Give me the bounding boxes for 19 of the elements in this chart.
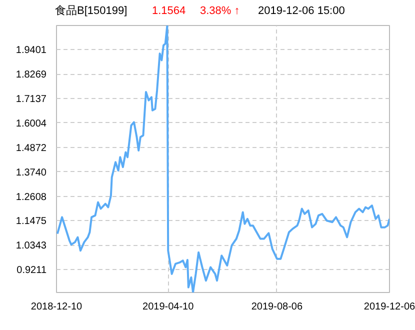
y-tick-label: 1.0343	[16, 240, 47, 252]
y-tick-label: 1.6004	[16, 118, 47, 130]
text: 2019-12-06 15:00	[258, 4, 345, 19]
y-tick-label: 1.1475	[16, 216, 47, 228]
x-tick-label: 2018-12-10	[30, 302, 83, 312]
line-series	[56, 26, 390, 292]
y-tick-label: 1.7137	[16, 94, 47, 106]
y-tick-label: 0.9211	[16, 265, 47, 276]
text: 3.38% ↑	[200, 4, 240, 19]
chart-title: 食品B[150199]	[55, 4, 128, 19]
x-tick-label: 2019-04-10	[142, 302, 194, 312]
x-tick-label: 2019-08-06	[251, 302, 303, 312]
text: 1.1564	[152, 4, 186, 19]
y-tick-label: 1.4872	[16, 142, 47, 154]
y-tick-label: 1.9401	[16, 45, 47, 56]
y-tick-label: 1.3740	[16, 167, 47, 178]
y-tick-label: 1.2608	[16, 192, 47, 203]
x-tick-label: 2019-12-06	[364, 302, 415, 312]
y-tick-label: 1.8269	[16, 70, 47, 81]
